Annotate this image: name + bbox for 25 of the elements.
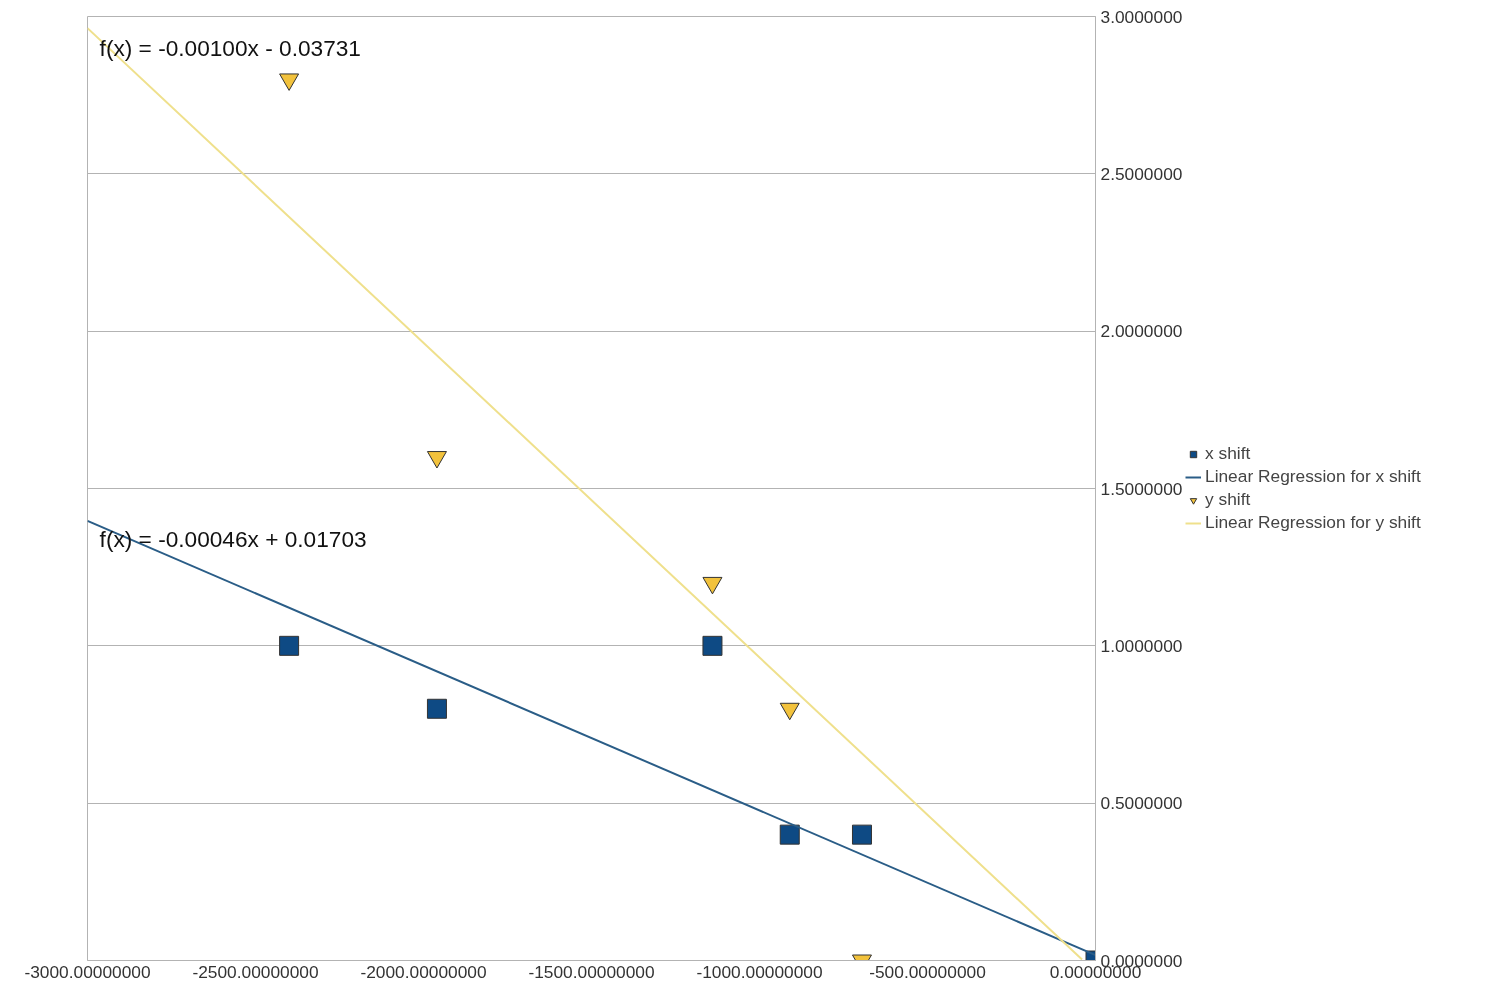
x-tick-label: -2500.00000000 [192, 961, 319, 982]
y-tick-label: 1.5000000 [1100, 478, 1183, 499]
x-tick-label: -1500.00000000 [528, 961, 655, 982]
point [426, 698, 447, 719]
x-tick-label: -2000.00000000 [360, 961, 487, 982]
point [702, 635, 723, 656]
point [851, 824, 872, 845]
y-tick-label: 0.5000000 [1100, 793, 1183, 814]
point [779, 824, 800, 845]
y-tick-label: 1.0000000 [1100, 635, 1183, 656]
x-tick-label: -1000.00000000 [696, 961, 823, 982]
point [426, 451, 447, 469]
legend-label: Linear Regression for x shift [1205, 466, 1421, 487]
x-tick-label: -500.00000000 [869, 961, 986, 982]
x-tick-label: -3000.00000000 [24, 961, 151, 982]
legend-label: y shift [1205, 489, 1251, 510]
point [279, 635, 300, 656]
point [279, 73, 300, 91]
annotation: f(x) = -0.00100x - 0.03731 [99, 34, 361, 61]
annotation: f(x) = -0.00046x + 0.01703 [99, 525, 367, 552]
y-tick-label: 2.5000000 [1100, 163, 1183, 184]
legend-label: Linear Regression for y shift [1205, 512, 1421, 533]
y-tick-label: 3.0000000 [1100, 6, 1183, 27]
legend-label: x shift [1205, 443, 1251, 464]
y-tick-label: 2.0000000 [1100, 321, 1183, 342]
